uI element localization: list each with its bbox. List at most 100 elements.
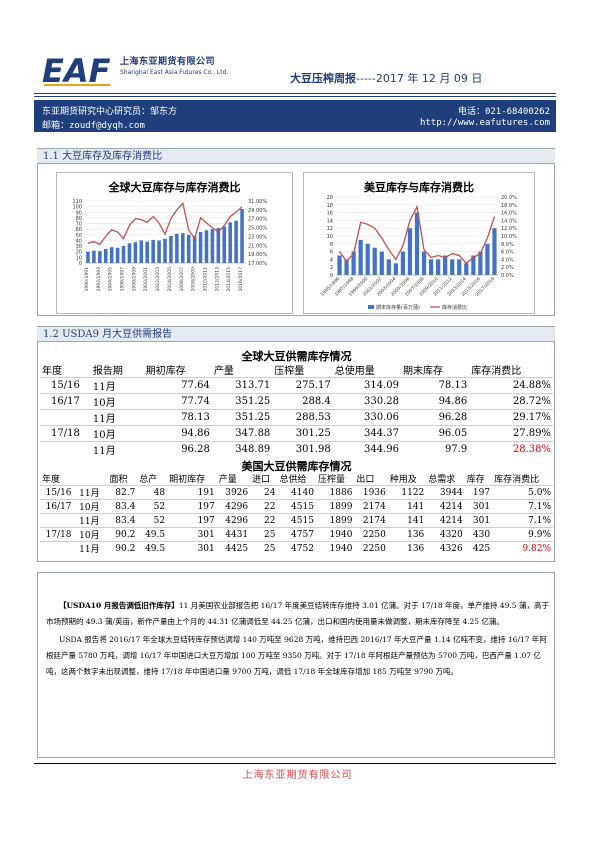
header-cell: 总使用量: [334, 366, 375, 377]
value-cell: 90.2: [115, 543, 136, 554]
y-right-tick-label: 2.0%: [501, 265, 514, 271]
value-cell: 141: [407, 501, 425, 512]
value-cell: 27.89%: [512, 428, 551, 439]
value-cell: 330.06: [363, 412, 399, 423]
bar: [121, 246, 126, 263]
value-cell: 48: [153, 487, 166, 498]
bar: [450, 259, 455, 275]
bar: [492, 228, 497, 275]
bar: [337, 255, 342, 275]
footer-rule: [34, 763, 556, 764]
value-cell: 52: [153, 501, 166, 512]
researcher: 东亚期货研究中心研究员：邹东方: [42, 107, 178, 117]
value-cell: 4757: [291, 529, 314, 540]
header-cell: 期末库存: [402, 366, 443, 377]
year-cell: [40, 442, 91, 458]
x-tick-label: 1992/1993: [96, 267, 102, 292]
email: 邮箱：zoudf@dyqh.com: [42, 121, 145, 131]
value-cell: 288.4: [302, 396, 331, 407]
table-row: 15/16 11月 82.7 48 191 3926 24 4140 1886 1936 1122 3…: [40, 485, 553, 500]
table-row: 11月 78.13 351.25 288.53 330.06 96.28 29.17%: [40, 409, 553, 426]
year-cell: [40, 514, 77, 528]
bar: [428, 259, 434, 275]
value-cell: 344.96: [363, 444, 399, 455]
value-cell: 24.88%: [512, 380, 551, 391]
value-cell: 4752: [291, 543, 314, 554]
bar: [210, 229, 215, 263]
value-cell: 4296: [225, 501, 249, 512]
bar: [344, 259, 349, 275]
bar: [358, 239, 363, 275]
value-cell: 344.37: [363, 428, 399, 439]
value-cell: 430: [472, 529, 491, 540]
value-cell: 4515: [291, 501, 314, 512]
y-left-tick-label: 12: [327, 226, 333, 232]
bar: [443, 255, 448, 275]
year-cell: [40, 542, 77, 556]
y-left-tick-label: 10: [327, 234, 333, 240]
year-cell: 16/17: [51, 396, 80, 407]
value-cell: 4515: [291, 515, 314, 526]
website-link[interactable]: http://www.eafutures.com: [419, 118, 550, 128]
value-cell: 28.38%: [512, 444, 551, 455]
value-cell: 275.17: [295, 380, 331, 391]
header-cell: 总供给: [279, 475, 307, 485]
value-cell: 4431: [225, 529, 249, 540]
y-right-tick-label: 23.00%: [248, 234, 267, 240]
value-cell: 22: [264, 501, 276, 512]
y-right-tick-label: 18.0%: [501, 203, 517, 209]
value-cell: 288.53: [295, 412, 331, 423]
period-cell: 10月: [79, 503, 100, 513]
value-cell: 28.72%: [512, 396, 551, 407]
period-cell: 11月: [92, 446, 116, 457]
x-tick-label: 2006/2007: [179, 267, 185, 292]
x-tick-label: 2008/2009: [191, 267, 197, 292]
us-table-block: 美国大豆供需库存情况 年度 面积 总产 期初库存 产量 进口 总供给 压榨量 出…: [40, 458, 553, 558]
bar: [365, 243, 370, 275]
bar: [485, 243, 490, 275]
report-body: 【USDA10 月报告调低旧作库存】11 月美国农业部报告把 16/17 年度美…: [46, 598, 551, 682]
y-left-tick-label: 8: [330, 242, 333, 248]
section-1-heading: 1.1 大豆库存及库存消费比: [37, 148, 555, 164]
legend-label: 期末库存量(百万蒲): [376, 304, 420, 311]
year-cell: [40, 410, 91, 426]
value-cell: 82.7: [115, 487, 136, 498]
y-right-tick-label: 21.00%: [248, 243, 267, 249]
header-rule: [34, 93, 556, 94]
header-cell: 面积: [109, 475, 128, 485]
world-table: 年度 报告期 期初库存 产量 压榨量 总使用量 期末库存 库存消费比 15/16…: [40, 362, 553, 457]
y-left-tick-label: 18: [327, 203, 333, 209]
bar: [198, 232, 203, 263]
paragraph-2: USDA 报告将 2016/17 年全球大豆结转库存预估调增 140 万吨至 9…: [46, 635, 547, 676]
value-cell: 1936: [362, 487, 386, 498]
period-cell: 11月: [92, 382, 116, 393]
value-cell: 49.5: [145, 529, 166, 540]
paragraph-1-heading: 【USDA10 月报告调低旧作库存】: [59, 601, 179, 610]
ratio-line: [87, 201, 243, 246]
y-right-tick-label: 8.0%: [501, 242, 514, 248]
value-cell: 330.28: [363, 396, 399, 407]
us-table-title: 美国大豆供需库存情况: [241, 460, 352, 473]
value-cell: 351.25: [235, 412, 271, 423]
value-cell: 9.82%: [522, 543, 551, 554]
company-logo: EAF: [42, 52, 111, 86]
bar: [175, 233, 179, 263]
y-left-tick-label: 30: [76, 244, 82, 250]
header-cell: 压榨量: [317, 475, 345, 485]
world-chart-box: 全球大豆库存与库存消费比 0 10 20 30 40 50 60 70 80 90 100 110 17…: [56, 172, 293, 314]
svg-text:EAF: EAF: [42, 52, 111, 86]
value-cell: 4425: [225, 543, 249, 554]
period-cell: 11月: [79, 489, 100, 499]
value-cell: 348.89: [235, 444, 271, 455]
value-cell: 301.98: [295, 444, 331, 455]
header-cell: 总需求: [428, 475, 456, 485]
bar: [151, 239, 155, 263]
world-table-block: 全球大豆供需库存情况 年度 报告期 期初库存 产量 压榨量 总使用量 期末库存 …: [40, 348, 553, 457]
y-left-tick-label: 20: [327, 195, 333, 201]
bar: [181, 233, 185, 263]
value-cell: 25: [264, 543, 276, 554]
value-cell: 301: [197, 543, 215, 554]
table-row: 11月 83.4 52 197 4296 22 4515 1899 2174 141 4214 301…: [40, 513, 553, 528]
bar: [169, 235, 173, 263]
